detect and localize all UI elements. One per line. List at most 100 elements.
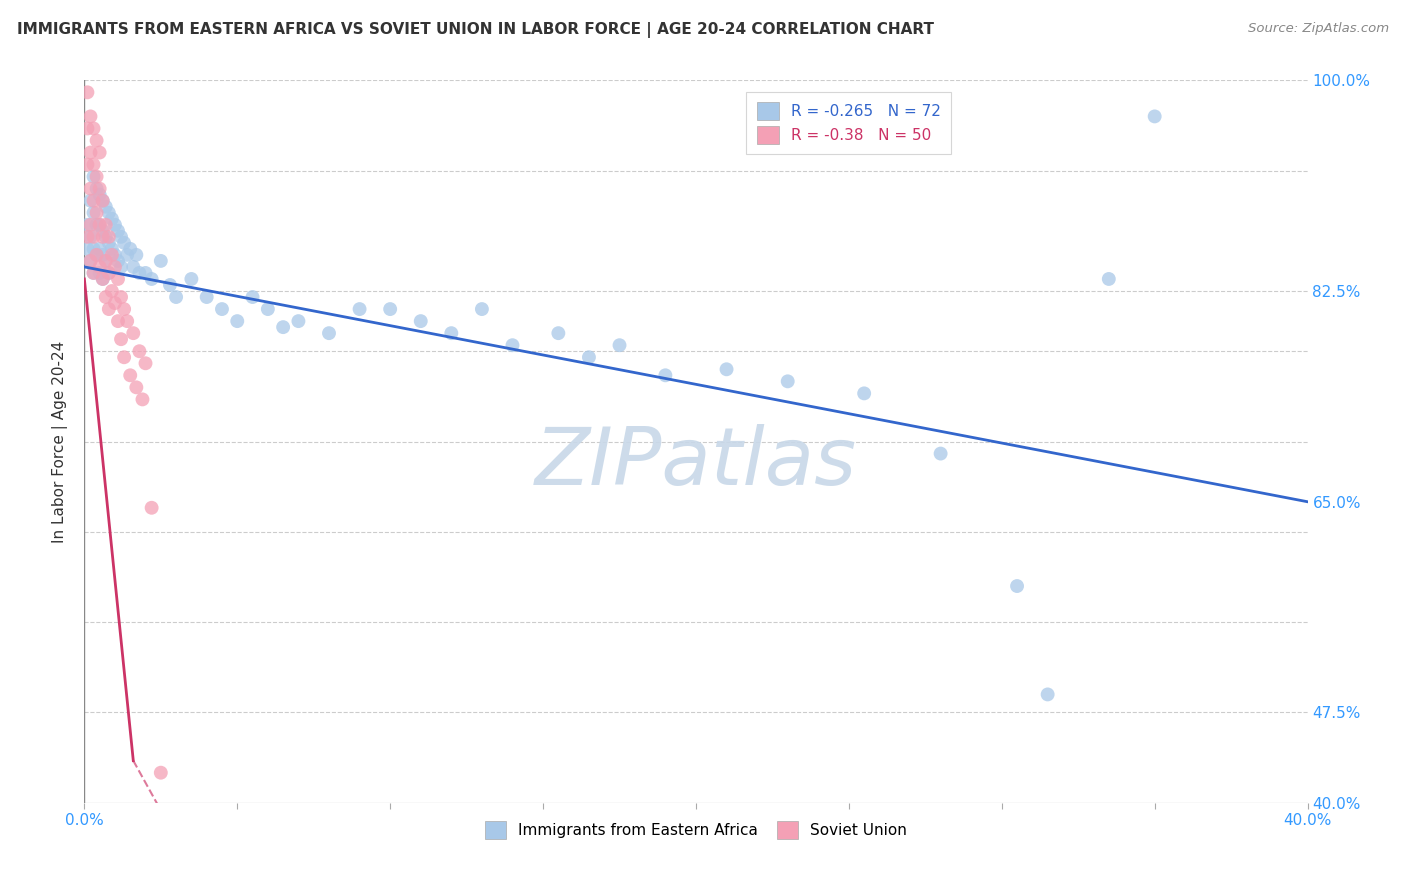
Point xyxy=(91,194,114,208)
Point xyxy=(120,242,142,256)
Point xyxy=(180,272,202,286)
Point xyxy=(89,218,111,232)
Point xyxy=(101,248,124,262)
Point xyxy=(94,290,117,304)
Point xyxy=(122,260,145,274)
Point xyxy=(83,266,105,280)
Point xyxy=(79,218,101,232)
Point xyxy=(120,368,142,383)
Point xyxy=(76,121,98,136)
Point xyxy=(89,218,111,232)
Point xyxy=(97,229,120,244)
Point xyxy=(107,253,129,268)
Y-axis label: In Labor Force | Age 20-24: In Labor Force | Age 20-24 xyxy=(52,341,69,542)
Point xyxy=(91,224,114,238)
Point xyxy=(83,266,105,280)
Point xyxy=(159,277,181,292)
Point xyxy=(83,194,105,208)
Point xyxy=(141,272,163,286)
Point xyxy=(257,301,280,316)
Point xyxy=(79,253,101,268)
Point xyxy=(104,218,127,232)
Point xyxy=(115,248,138,262)
Point xyxy=(86,169,108,184)
Point xyxy=(97,235,120,250)
Point xyxy=(89,266,111,280)
Point xyxy=(135,266,157,280)
Point xyxy=(287,314,309,328)
Legend: Immigrants from Eastern Africa, Soviet Union: Immigrants from Eastern Africa, Soviet U… xyxy=(474,810,918,849)
Point xyxy=(83,121,105,136)
Point xyxy=(79,253,101,268)
Point xyxy=(853,386,876,401)
Point xyxy=(110,260,132,274)
Point xyxy=(83,157,105,171)
Point xyxy=(76,218,98,232)
Point xyxy=(86,218,108,232)
Point xyxy=(1036,687,1059,701)
Point xyxy=(94,200,117,214)
Point xyxy=(101,284,124,298)
Point xyxy=(131,392,153,407)
Point xyxy=(83,205,105,219)
Point xyxy=(578,350,600,364)
Point xyxy=(91,229,114,244)
Point xyxy=(211,301,233,316)
Point xyxy=(104,296,127,310)
Point xyxy=(94,253,117,268)
Point xyxy=(89,260,111,274)
Point xyxy=(654,368,676,383)
Text: Source: ZipAtlas.com: Source: ZipAtlas.com xyxy=(1249,22,1389,36)
Point xyxy=(471,301,494,316)
Point xyxy=(76,157,98,171)
Point xyxy=(271,320,294,334)
Point xyxy=(86,133,108,147)
Point xyxy=(141,500,163,515)
Point xyxy=(104,248,127,262)
Point xyxy=(97,205,120,219)
Point xyxy=(1005,579,1028,593)
Point xyxy=(112,235,135,250)
Point xyxy=(79,181,101,195)
Point xyxy=(110,332,132,346)
Point xyxy=(91,272,114,286)
Point xyxy=(91,248,114,262)
Point xyxy=(94,229,117,244)
Point xyxy=(929,446,952,460)
Point xyxy=(115,314,138,328)
Point xyxy=(97,266,120,280)
Point xyxy=(165,290,187,304)
Point xyxy=(128,266,150,280)
Point xyxy=(226,314,249,328)
Point xyxy=(318,326,340,340)
Point xyxy=(104,260,127,274)
Point xyxy=(547,326,569,340)
Point xyxy=(149,253,172,268)
Point xyxy=(89,242,111,256)
Point xyxy=(107,224,129,238)
Point xyxy=(97,266,120,280)
Point xyxy=(79,109,101,123)
Point xyxy=(125,248,148,262)
Point xyxy=(94,218,117,232)
Point xyxy=(76,85,98,99)
Point xyxy=(83,229,105,244)
Point xyxy=(94,253,117,268)
Point xyxy=(1098,272,1121,286)
Point xyxy=(135,356,157,370)
Point xyxy=(79,229,101,244)
Point xyxy=(89,187,111,202)
Point xyxy=(242,290,264,304)
Point xyxy=(122,326,145,340)
Point xyxy=(83,242,105,256)
Point xyxy=(101,242,124,256)
Point xyxy=(110,229,132,244)
Point xyxy=(86,248,108,262)
Point xyxy=(91,194,114,208)
Point xyxy=(609,338,631,352)
Point xyxy=(502,338,524,352)
Text: ZIPatlas: ZIPatlas xyxy=(534,425,858,502)
Point xyxy=(91,272,114,286)
Point xyxy=(125,380,148,394)
Point xyxy=(380,301,402,316)
